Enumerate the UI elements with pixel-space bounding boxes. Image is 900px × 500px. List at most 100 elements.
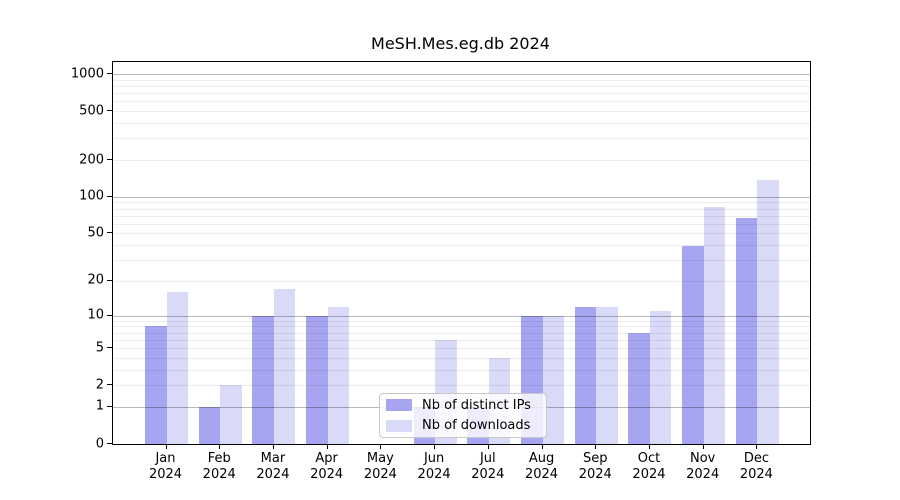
- y-tick-100: [107, 195, 112, 197]
- bar-nb-of-downloads-mar: [273, 289, 296, 444]
- y-tick-2: [107, 384, 112, 386]
- gridline-minor-500: [113, 111, 810, 113]
- y-tick-20: [107, 279, 112, 281]
- gridline-minor-600: [113, 101, 810, 103]
- x-tick-label-dec: Dec 2024: [724, 451, 788, 483]
- bar-nb-of-downloads-sep: [596, 306, 618, 444]
- x-label-month: Aug: [528, 451, 555, 466]
- x-label-month: Feb: [207, 451, 231, 466]
- x-label-year: 2024: [524, 467, 559, 482]
- x-label-year: 2024: [417, 467, 451, 482]
- x-tick-label-apr: Apr 2024: [295, 451, 359, 483]
- gridline-minor-60: [113, 223, 810, 225]
- x-tick-oct: [648, 444, 650, 449]
- y-tick-10: [107, 314, 112, 316]
- x-tick-label-oct: Oct 2024: [617, 451, 681, 483]
- gridline-minor-90: [113, 202, 810, 204]
- x-tick-label-aug: Aug 2024: [510, 451, 574, 483]
- x-tick-label-nov: Nov 2024: [671, 451, 735, 483]
- x-label-month: Oct: [637, 451, 661, 466]
- gridline-major-10: [113, 315, 810, 317]
- y-tick-label-1000: 1000: [70, 66, 104, 82]
- x-tick-jun: [434, 444, 436, 449]
- legend-item-downloads: Nb of downloads: [386, 417, 540, 436]
- bar-nb-of-distinct-ips-sep: [574, 306, 597, 444]
- gridline-major-1000: [113, 74, 810, 76]
- x-label-month: Jan: [155, 451, 176, 466]
- y-tick-label-50: 50: [87, 225, 104, 241]
- gridline-minor-4: [113, 357, 810, 359]
- x-label-month: Mar: [260, 451, 286, 466]
- x-label-month: Jul: [479, 451, 496, 466]
- gridline-minor-6: [113, 339, 810, 341]
- x-label-month: Jun: [423, 451, 445, 466]
- y-tick-0: [107, 443, 112, 444]
- legend-box: Nb of distinct IPs Nb of downloads: [379, 393, 547, 438]
- bar-nb-of-distinct-ips-nov: [682, 246, 704, 444]
- bar-nb-of-downloads-apr: [327, 306, 350, 444]
- legend-label-distinct-ips: Nb of distinct IPs: [422, 397, 531, 413]
- y-tick-label-10: 10: [87, 307, 104, 323]
- x-label-year: 2024: [148, 467, 183, 482]
- gridline-minor-800: [113, 85, 810, 87]
- y-tick-200: [107, 159, 112, 161]
- gridline-minor-40: [113, 245, 810, 247]
- gridline-minor-7: [113, 332, 810, 334]
- gridline-minor-2: [113, 385, 810, 387]
- gridline-minor-80: [113, 208, 810, 210]
- bar-nb-of-distinct-ips-oct: [628, 332, 650, 444]
- x-label-year: 2024: [686, 467, 720, 482]
- gridline-minor-70: [113, 215, 810, 217]
- x-label-year: 2024: [578, 467, 612, 482]
- bar-nb-of-distinct-ips-feb: [198, 406, 221, 444]
- gridline-minor-700: [113, 93, 810, 95]
- gridline-minor-400: [113, 123, 810, 125]
- x-label-month: Dec: [743, 451, 769, 466]
- y-tick-label-5: 5: [95, 340, 104, 356]
- legend-swatch-downloads-icon: [386, 419, 412, 432]
- legend-item-distinct-ips: Nb of distinct IPs: [386, 396, 540, 415]
- gridline-minor-50: [113, 233, 810, 235]
- x-label-year: 2024: [310, 467, 344, 482]
- x-tick-label-feb: Feb 2024: [187, 451, 251, 483]
- bar-nb-of-downloads-dec: [757, 180, 779, 444]
- gridline-minor-3: [113, 369, 810, 371]
- gridline-minor-200: [113, 160, 810, 162]
- y-tick-1000: [107, 73, 112, 75]
- legend-label-downloads: Nb of downloads: [422, 418, 531, 434]
- y-tick-label-0: 0: [95, 436, 104, 451]
- bar-nb-of-downloads-aug: [542, 315, 565, 444]
- x-label-year: 2024: [256, 467, 290, 482]
- plot-area: Nb of distinct IPs Nb of downloads: [112, 61, 811, 445]
- x-tick-label-jan: Jan 2024: [134, 451, 198, 483]
- x-tick-label-jun: Jun 2024: [402, 451, 466, 483]
- x-tick-dec: [756, 444, 758, 449]
- x-tick-nov: [702, 444, 704, 449]
- bar-nb-of-distinct-ips-apr: [306, 315, 328, 444]
- x-tick-label-jul: Jul 2024: [456, 451, 520, 483]
- x-tick-mar: [272, 444, 274, 449]
- bar-nb-of-downloads-feb: [220, 385, 242, 444]
- y-tick-500: [107, 110, 112, 112]
- x-tick-may: [380, 444, 382, 449]
- x-label-month: May: [366, 451, 394, 466]
- x-label-year: 2024: [363, 467, 397, 482]
- x-label-month: Sep: [582, 451, 608, 466]
- y-tick-1: [107, 405, 112, 407]
- x-tick-jul: [487, 444, 489, 449]
- gridline-minor-20: [113, 280, 810, 282]
- x-tick-jan: [165, 444, 167, 449]
- gridline-minor-30: [113, 260, 810, 262]
- gridline-minor-8: [113, 326, 810, 328]
- gridline-minor-300: [113, 138, 810, 140]
- x-tick-label-sep: Sep 2024: [563, 451, 627, 483]
- x-label-year: 2024: [632, 467, 666, 482]
- gridline-major-100: [113, 196, 810, 198]
- y-tick-label-2: 2: [95, 377, 104, 393]
- bar-nb-of-downloads-oct: [649, 310, 672, 444]
- x-tick-label-mar: Mar 2024: [241, 451, 305, 483]
- x-label-month: Nov: [690, 451, 716, 466]
- y-tick-5: [107, 347, 112, 349]
- grid-layer: [113, 62, 810, 444]
